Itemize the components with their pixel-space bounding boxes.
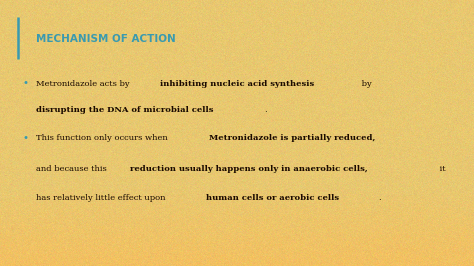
Text: Metronidazole acts by: Metronidazole acts by: [36, 80, 132, 88]
Text: •: •: [23, 78, 29, 89]
Text: it: it: [437, 165, 446, 173]
Text: reduction usually happens only in anaerobic cells,: reduction usually happens only in anaero…: [130, 165, 368, 173]
Text: MECHANISM OF ACTION: MECHANISM OF ACTION: [36, 34, 175, 44]
Text: This function only occurs when: This function only occurs when: [36, 134, 170, 142]
Text: Metronidazole is partially reduced,: Metronidazole is partially reduced,: [209, 134, 375, 142]
Text: .: .: [378, 194, 381, 202]
Text: human cells or aerobic cells: human cells or aerobic cells: [206, 194, 339, 202]
Text: inhibiting nucleic acid synthesis: inhibiting nucleic acid synthesis: [160, 80, 314, 88]
Text: .: .: [264, 106, 267, 114]
Text: by: by: [359, 80, 372, 88]
Text: •: •: [23, 133, 29, 143]
Text: and because this: and because this: [36, 165, 109, 173]
Text: disrupting the DNA of microbial cells: disrupting the DNA of microbial cells: [36, 106, 213, 114]
Text: has relatively little effect upon: has relatively little effect upon: [36, 194, 168, 202]
